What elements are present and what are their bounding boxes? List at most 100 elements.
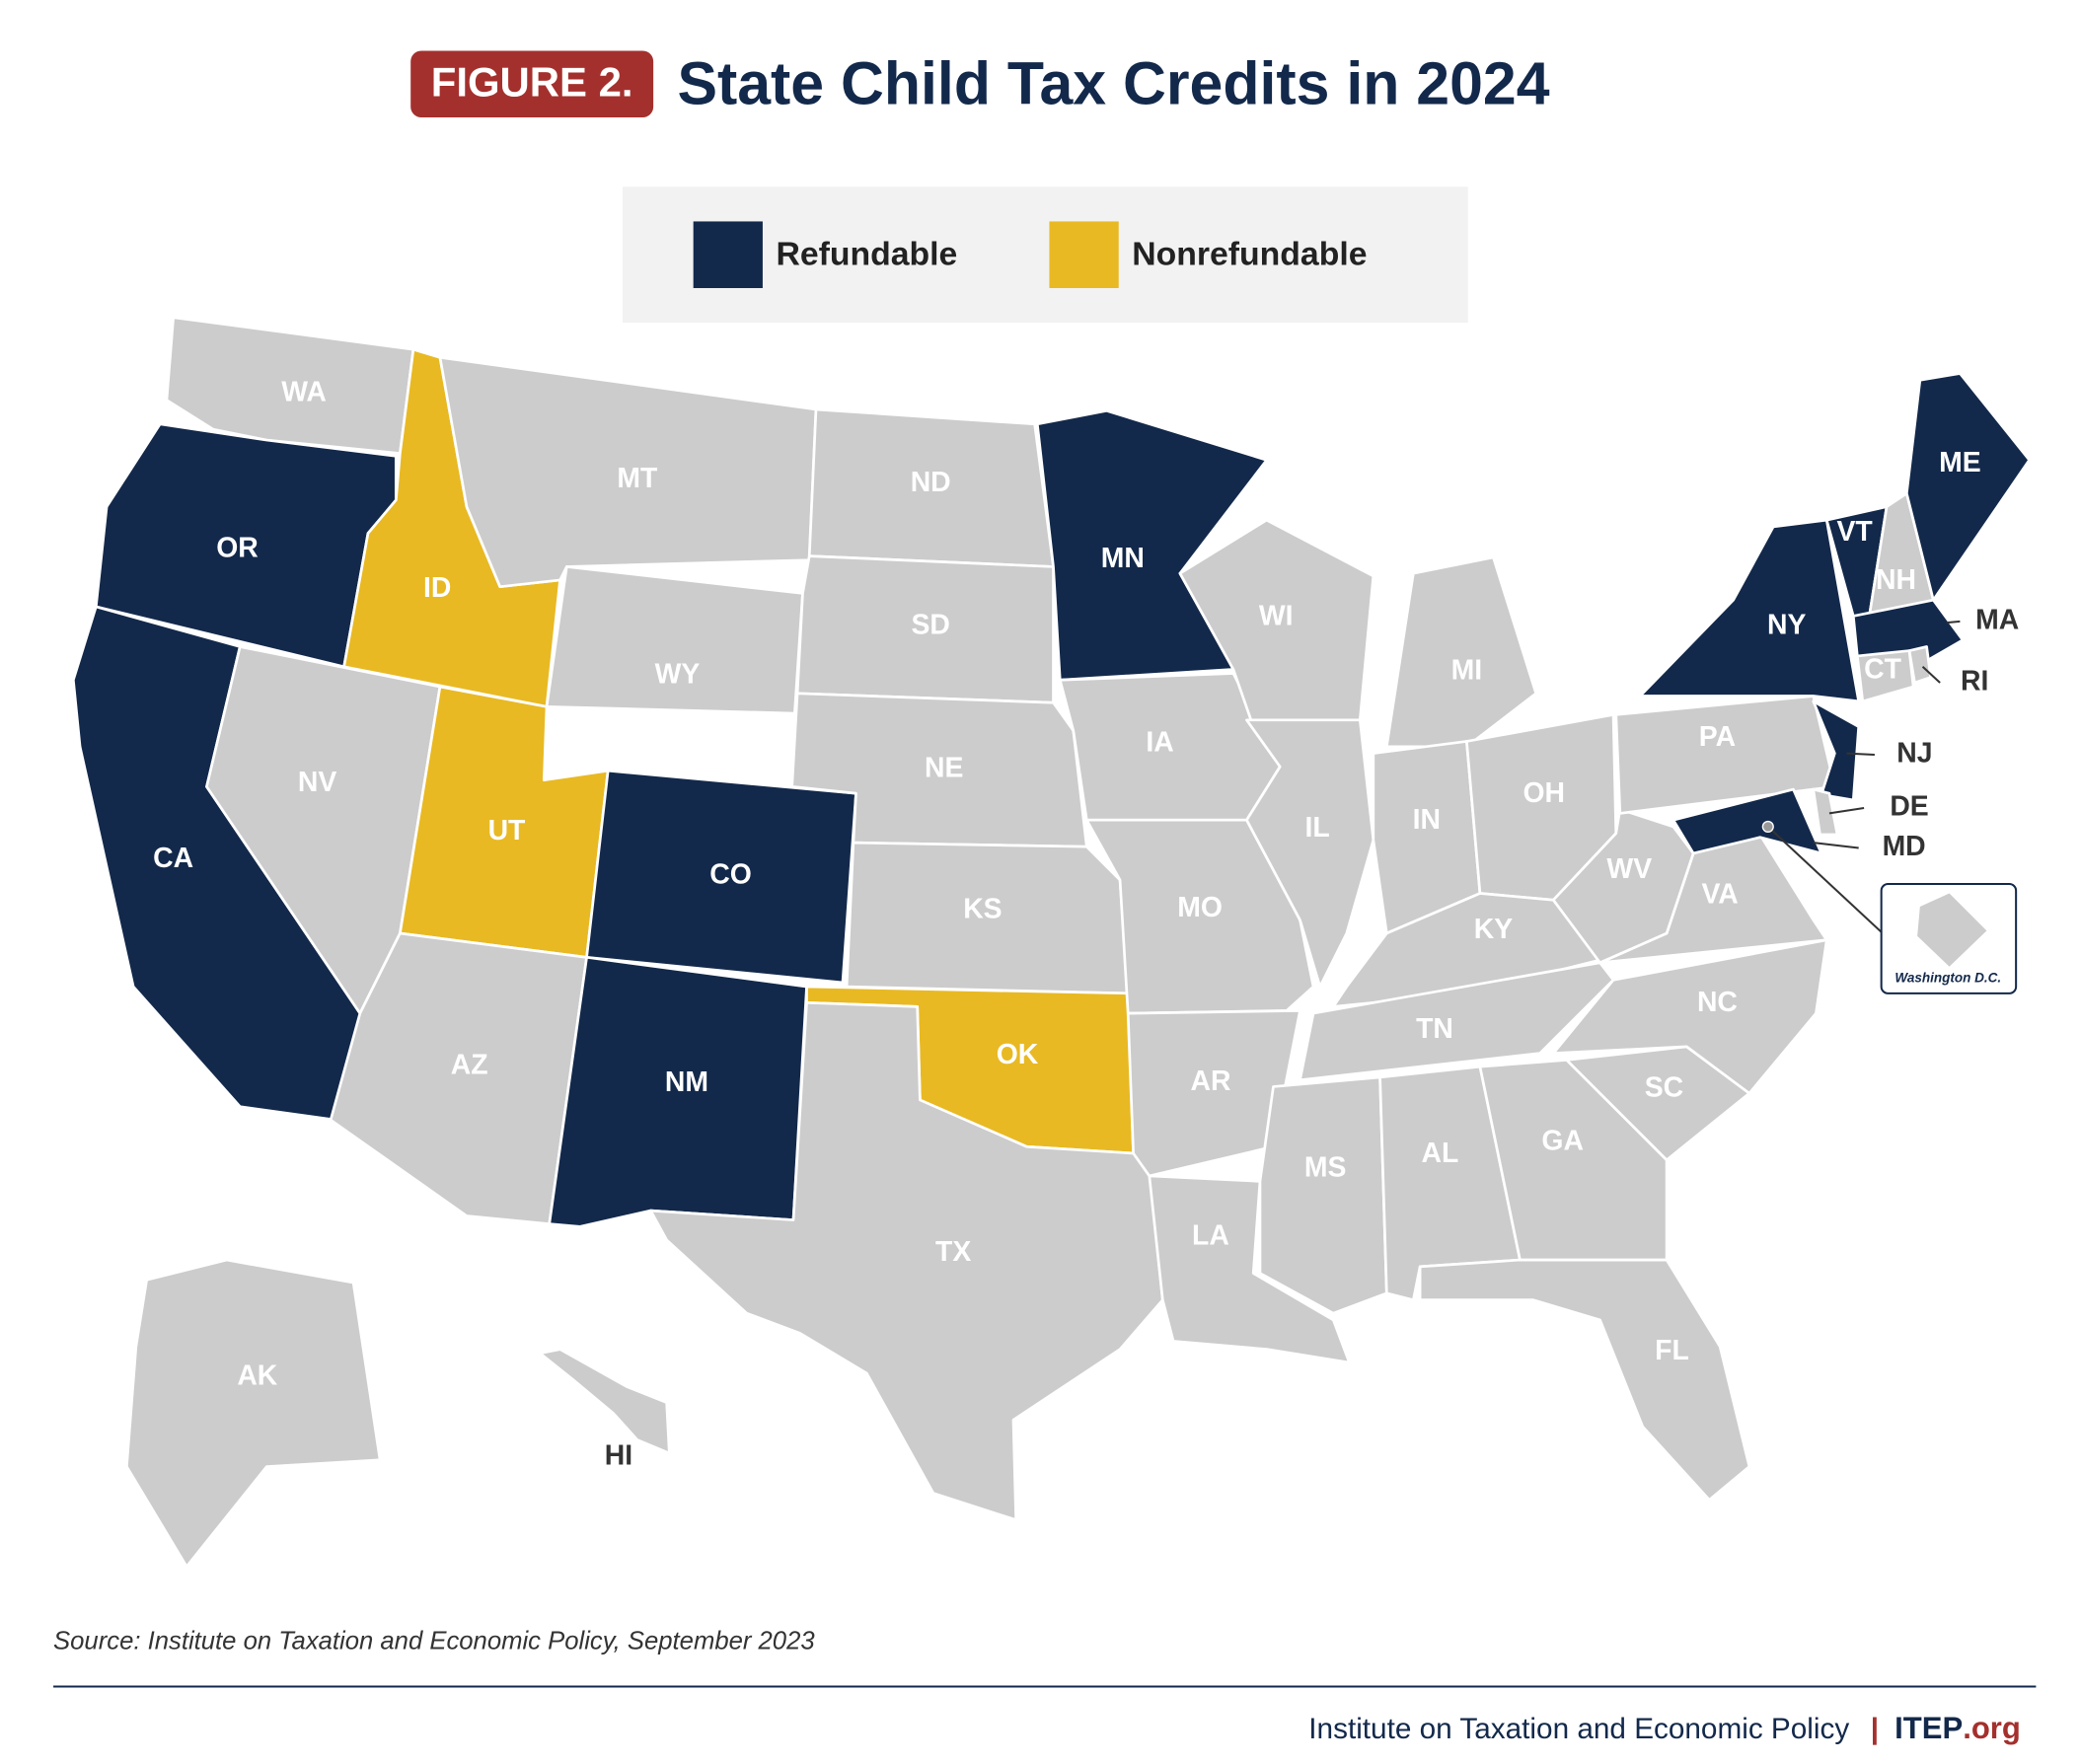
state-label: WY xyxy=(655,659,701,691)
figure-badge xyxy=(410,50,654,118)
state-label: UT xyxy=(488,815,526,846)
state-label: MI xyxy=(1451,655,1483,687)
state-shape xyxy=(1812,787,1839,837)
state-label: IN xyxy=(1413,804,1441,836)
state-label: NE xyxy=(925,752,963,783)
state-label: MD xyxy=(1883,831,1926,862)
state-shape xyxy=(1551,808,1695,965)
state-label: WA xyxy=(281,376,327,407)
state-label: CT xyxy=(1864,653,1901,685)
state-label: NJ xyxy=(1896,737,1932,769)
state-shape xyxy=(1851,598,1965,662)
footer-separator: | xyxy=(1871,1713,1879,1745)
state-label: DE xyxy=(1890,791,1928,823)
state-label: MA xyxy=(1975,604,2019,635)
state-label: CA xyxy=(153,843,193,874)
state-shape xyxy=(1258,1075,1388,1315)
state-label: AK xyxy=(237,1360,277,1392)
state-shape xyxy=(1384,555,1538,749)
state-shape xyxy=(1812,699,1861,802)
leader-line xyxy=(1946,620,1961,625)
figure-label: FIGURE 2. xyxy=(431,59,633,106)
state-label: MS xyxy=(1304,1152,1347,1184)
state-label: PA xyxy=(1699,721,1736,753)
state-shape xyxy=(1904,372,2032,602)
state-label: VA xyxy=(1702,879,1739,911)
dc-label: Washington D.C. xyxy=(1894,971,2001,986)
state-label: GA xyxy=(1541,1126,1584,1157)
source: Source: Institute on Taxation and Econom… xyxy=(53,1628,815,1655)
state-label: LA xyxy=(1192,1220,1229,1252)
footer-brand: ITEP.org xyxy=(1894,1711,2021,1745)
state-label: AL xyxy=(1421,1138,1458,1169)
state-label: AZ xyxy=(451,1050,488,1081)
states xyxy=(71,316,2032,1569)
leader-line xyxy=(1921,666,1941,684)
state-label: NV xyxy=(298,767,336,798)
state-label: NM xyxy=(665,1066,708,1098)
state-shape xyxy=(1148,1174,1351,1364)
state-shape xyxy=(1671,787,1823,855)
state-label: SD xyxy=(911,610,949,641)
state-label: OH xyxy=(1523,777,1566,809)
state-label: MT xyxy=(617,463,658,494)
state-label: ID xyxy=(423,572,451,604)
state-label: CO xyxy=(709,858,752,890)
state-label: ND xyxy=(911,467,951,498)
state-label: MN xyxy=(1101,543,1145,574)
legend-label: Refundable xyxy=(776,235,957,272)
state-shape xyxy=(1638,518,1861,703)
state-label: RI xyxy=(1961,665,1988,697)
leader-line xyxy=(1828,807,1865,815)
state-label: SC xyxy=(1645,1072,1683,1104)
state-label: IA xyxy=(1146,727,1173,759)
state-shape xyxy=(1418,1258,1751,1502)
legend-label: Nonrefundable xyxy=(1132,235,1367,272)
state-label: WI xyxy=(1259,600,1294,631)
state-label: KY xyxy=(1474,914,1513,945)
state-shape xyxy=(538,1348,671,1455)
state-label: TN xyxy=(1416,1013,1453,1045)
state-label: NH xyxy=(1876,564,1916,596)
legend-swatch xyxy=(693,221,763,289)
state-label: IL xyxy=(1304,812,1329,844)
state-label: FL xyxy=(1655,1335,1689,1366)
legend-box xyxy=(623,186,1468,324)
state-shape xyxy=(1614,695,1836,815)
state-label: NC xyxy=(1697,987,1738,1018)
state-label: VT xyxy=(1837,516,1874,548)
state-label: MO xyxy=(1177,892,1223,923)
leader-line xyxy=(1813,842,1859,849)
state-label: WV xyxy=(1606,853,1652,885)
state-label: KS xyxy=(963,894,1002,925)
state-shape xyxy=(1478,1059,1669,1262)
footer-org: Institute on Taxation and Economic Polic… xyxy=(1308,1713,1849,1745)
dc-shape xyxy=(1917,893,1987,967)
state-label: OK xyxy=(997,1039,1039,1070)
state-shape xyxy=(125,1258,382,1569)
state-shape xyxy=(1245,718,1375,989)
title: State Child Tax Credits in 2024 xyxy=(677,49,1549,116)
dc-leader xyxy=(1767,826,1884,934)
state-labels: WA OR CA ID NV MT WY UT AZ CO NM ND SD NE KS OK TX MN IA MO… xyxy=(153,376,2019,1471)
state-shape xyxy=(585,769,857,985)
state-shape xyxy=(545,565,804,715)
dc-dot xyxy=(1761,820,1774,834)
state-shape xyxy=(1551,938,1828,1095)
brand-name: ITEP xyxy=(1894,1711,1963,1745)
state-shape xyxy=(1855,649,1915,703)
state-label: OR xyxy=(216,532,259,563)
state-label: AR xyxy=(1190,1066,1230,1097)
state-label: TX xyxy=(935,1236,971,1268)
leader-line xyxy=(1846,752,1875,756)
brand-domain: .org xyxy=(1963,1711,2021,1745)
state-shape xyxy=(649,1000,1164,1521)
dc-inset: Washington D.C. xyxy=(1761,820,2018,994)
state-label: ME xyxy=(1939,447,1981,478)
state-shape xyxy=(1907,645,1933,685)
state-label: HI xyxy=(605,1440,632,1472)
state-shape xyxy=(1299,961,1615,1082)
state-shape xyxy=(1126,1009,1301,1178)
